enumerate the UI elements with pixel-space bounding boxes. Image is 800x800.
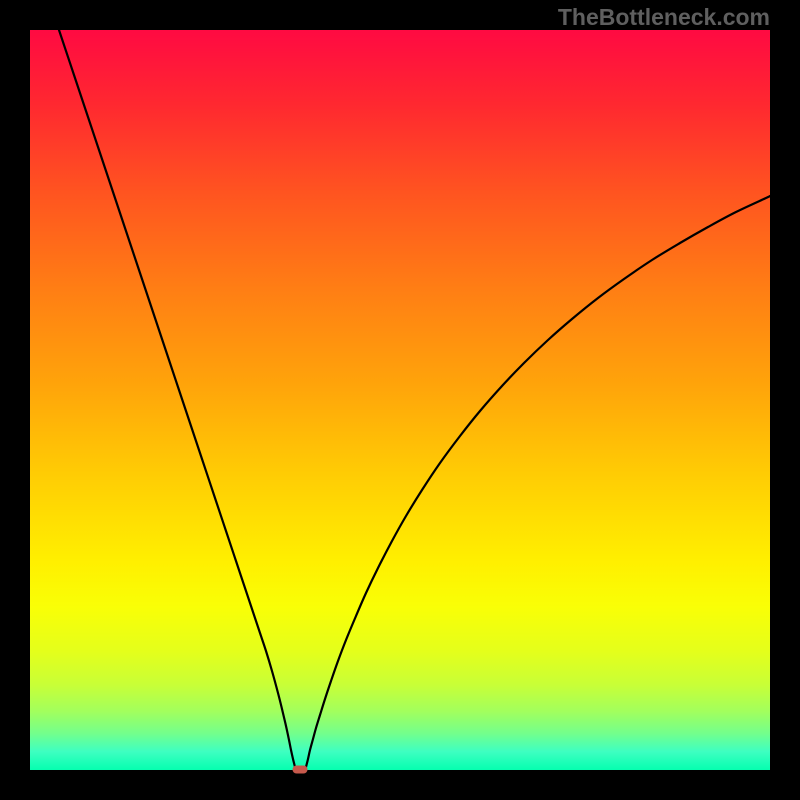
plot-area xyxy=(30,30,770,770)
chart-canvas: TheBottleneck.com xyxy=(0,0,800,800)
watermark-text: TheBottleneck.com xyxy=(558,4,770,31)
